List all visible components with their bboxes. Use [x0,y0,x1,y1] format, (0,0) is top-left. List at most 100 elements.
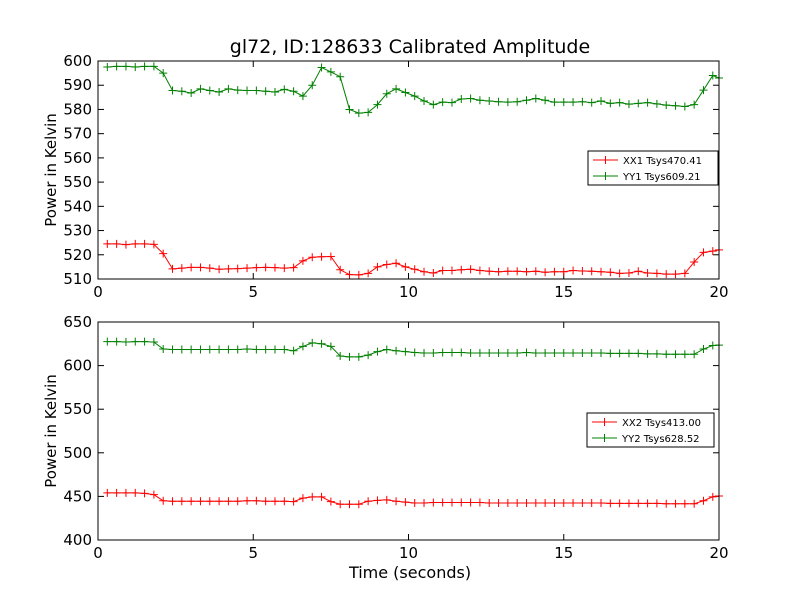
data-point [317,252,326,261]
data-point [326,342,335,351]
data-point [550,348,559,357]
data-point [429,268,438,277]
data-point [224,84,233,93]
data-point [187,345,196,354]
data-point [550,498,559,507]
data-point [466,94,475,103]
y-tick-label: 550 [63,400,92,418]
data-point [298,256,307,265]
data-point [503,267,512,276]
data-point [280,497,289,506]
data-point [289,263,298,272]
data-point [634,99,643,108]
data-point [243,86,252,95]
data-point [559,498,568,507]
data-point [410,265,419,274]
data-point [541,498,550,507]
data-point [196,345,205,354]
data-point [578,498,587,507]
data-point [215,88,224,97]
data-point [410,498,419,507]
data-point [187,497,196,506]
data-point [103,63,112,72]
data-point [392,259,401,268]
data-point [196,84,205,93]
legend-label: YY1 Tsys609.21 [622,172,701,183]
data-point [569,498,578,507]
y-tick-label: 540 [63,197,92,215]
data-point [699,345,708,354]
data-point [392,346,401,355]
data-point [708,492,717,501]
data-point [243,345,252,354]
data-point [466,498,475,507]
x-tick-label: 5 [248,283,258,301]
x-tick-label: 5 [248,544,258,562]
data-point [205,497,214,506]
data-point [270,88,279,97]
data-point [149,240,158,249]
data-point [420,348,429,357]
data-point [205,264,214,273]
data-point [541,96,550,105]
data-point [475,96,484,105]
data-point [550,267,559,276]
data-point [308,492,317,501]
data-point [252,263,261,272]
data-point [615,499,624,508]
data-point [354,109,363,118]
data-point [541,268,550,277]
data-point [447,348,456,357]
data-point [699,248,708,257]
data-point [643,499,652,508]
data-point [140,62,149,71]
data-point [177,264,186,273]
y-tick-label: 510 [63,270,92,288]
data-point [513,267,522,276]
data-point [699,86,708,95]
data-point [429,100,438,109]
data-point [308,81,317,90]
data-point [149,62,158,71]
data-point [708,71,717,80]
data-point [597,348,606,357]
data-point [289,346,298,355]
data-point [261,87,270,96]
data-point [261,345,270,354]
data-point [326,497,335,506]
data-point [308,338,317,347]
data-point [457,95,466,104]
data-point [522,498,531,507]
legend-marker [601,156,610,164]
data-point [438,348,447,357]
data-point [205,345,214,354]
data-point [643,268,652,277]
data-point [345,105,354,114]
legend-marker [600,434,609,442]
legend-label: XX1 Tsys470.41 [623,156,702,167]
data-point [652,99,661,108]
y-tick-label: 560 [63,149,92,167]
data-point [280,345,289,354]
data-point [345,270,354,279]
data-point [494,97,503,106]
data-point [168,497,177,506]
data-point [103,337,112,346]
data-point [215,345,224,354]
x-tick-label: 0 [93,283,103,301]
data-point [364,351,373,360]
data-point [680,269,689,278]
data-point [485,348,494,357]
x-tick-label: 10 [399,283,418,301]
data-point [634,349,643,358]
data-point [401,498,410,507]
legend-label: XX2 Tsys413.00 [622,418,701,429]
data-point [401,262,410,271]
data-point [364,497,373,506]
legend-marker [601,172,610,180]
data-point [569,266,578,275]
legend: XX2 Tsys413.00 YY2 Tsys628.52 [586,412,715,448]
data-point [298,342,307,351]
data-point [233,345,242,354]
